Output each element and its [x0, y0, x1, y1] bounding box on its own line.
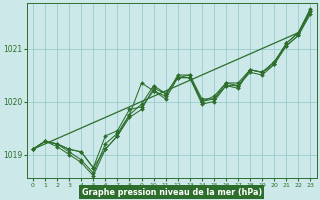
X-axis label: Graphe pression niveau de la mer (hPa): Graphe pression niveau de la mer (hPa)	[82, 188, 262, 197]
